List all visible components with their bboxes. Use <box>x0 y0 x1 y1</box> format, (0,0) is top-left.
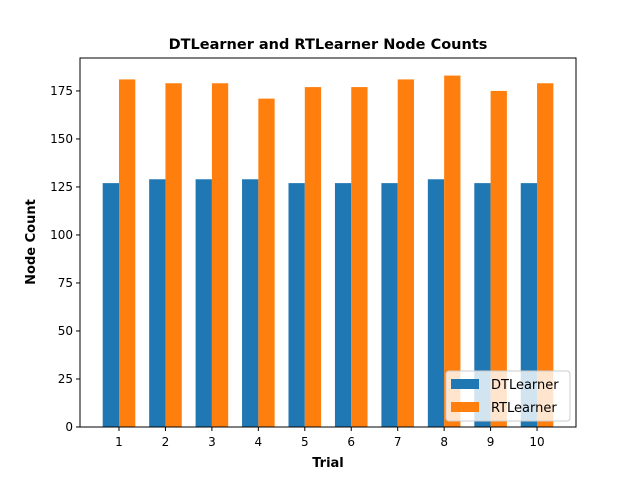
bar-dtlearner-7 <box>381 183 398 427</box>
bar-dtlearner-9 <box>474 183 491 427</box>
bar-rtlearner-6 <box>351 87 368 427</box>
bar-dtlearner-10 <box>520 183 538 427</box>
bar-dtlearner-3 <box>195 179 212 427</box>
chart-title: DTLearner and RTLearner Node Counts <box>169 37 488 53</box>
y-tick-label: 75 <box>58 276 73 290</box>
plot-frame <box>79 57 577 428</box>
legend-swatch-rtlearner <box>451 402 479 412</box>
y-tick-label: 125 <box>50 180 73 194</box>
x-tick-label: 6 <box>347 435 355 449</box>
bar-dtlearner-1 <box>102 183 119 427</box>
bar-dtlearner-4 <box>242 179 259 427</box>
y-tick-label: 50 <box>58 324 73 338</box>
bar-rtlearner-2 <box>165 83 182 427</box>
x-axis: 1 2 3 4 5 6 7 8 9 10 <box>115 427 545 449</box>
bar-rtlearner-10 <box>537 83 554 427</box>
x-tick-label: 4 <box>255 435 263 449</box>
bar-rtlearner-3 <box>211 83 229 427</box>
bar-dtlearner-5 <box>288 183 305 427</box>
x-tick-label: 8 <box>440 435 448 449</box>
bar-dtlearner-8 <box>427 179 445 427</box>
x-tick-label: 9 <box>487 435 495 449</box>
y-tick-label: 25 <box>58 372 73 386</box>
x-axis-label: Trial <box>312 456 344 471</box>
x-tick-label: 3 <box>208 435 216 449</box>
bar-rtlearner-9 <box>490 90 507 428</box>
bar-rtlearner-8 <box>444 75 461 427</box>
legend: DTLearner RTLearner <box>445 370 571 422</box>
y-axis: 0 25 50 75 100 125 150 175 <box>50 84 80 434</box>
bar-rtlearner-1 <box>119 79 136 427</box>
y-tick-label: 100 <box>50 228 73 242</box>
bar-dtlearner-2 <box>149 179 166 427</box>
bar-dtlearner-6 <box>334 183 352 427</box>
y-tick-label: 150 <box>50 132 73 146</box>
bar-rtlearner-4 <box>258 98 275 428</box>
x-tick-label: 10 <box>529 435 544 449</box>
y-axis-label: Node Count <box>24 199 39 285</box>
bar-rtlearner-7 <box>397 79 414 427</box>
y-tick-label: 0 <box>65 420 73 434</box>
bar-rtlearner-5 <box>304 87 322 427</box>
x-tick-label: 1 <box>115 435 123 449</box>
y-tick-label: 175 <box>50 84 73 98</box>
x-tick-label: 2 <box>162 435 170 449</box>
bars-group <box>102 75 554 428</box>
x-tick-label: 7 <box>394 435 402 449</box>
x-tick-label: 5 <box>301 435 309 449</box>
legend-swatch-dtlearner <box>451 379 479 389</box>
legend-label-dtlearner: DTLearner <box>491 378 559 393</box>
legend-label-rtlearner: RTLearner <box>491 401 557 416</box>
